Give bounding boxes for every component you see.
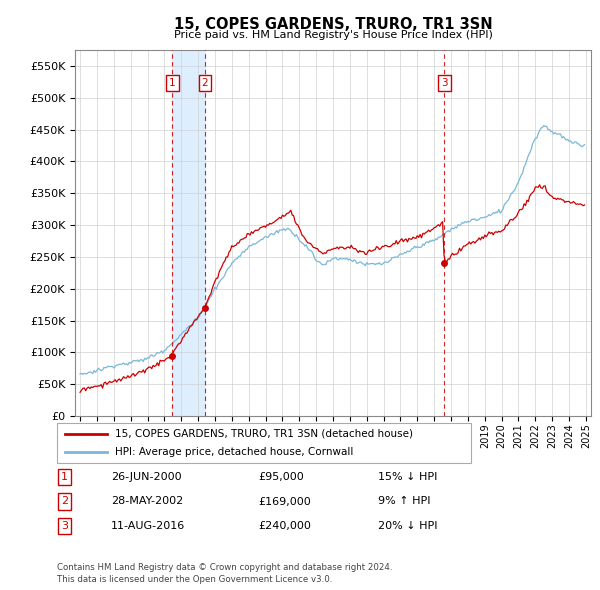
- Text: Price paid vs. HM Land Registry's House Price Index (HPI): Price paid vs. HM Land Registry's House …: [173, 30, 493, 40]
- Text: 15, COPES GARDENS, TRURO, TR1 3SN: 15, COPES GARDENS, TRURO, TR1 3SN: [173, 17, 493, 32]
- Text: 20% ↓ HPI: 20% ↓ HPI: [378, 522, 437, 531]
- Text: 28-MAY-2002: 28-MAY-2002: [111, 497, 183, 506]
- Text: 26-JUN-2000: 26-JUN-2000: [111, 472, 182, 481]
- Text: 15% ↓ HPI: 15% ↓ HPI: [378, 472, 437, 481]
- Text: £95,000: £95,000: [258, 472, 304, 481]
- Text: HPI: Average price, detached house, Cornwall: HPI: Average price, detached house, Corn…: [115, 447, 353, 457]
- Text: £169,000: £169,000: [258, 497, 311, 506]
- Text: Contains HM Land Registry data © Crown copyright and database right 2024.: Contains HM Land Registry data © Crown c…: [57, 563, 392, 572]
- Text: 15, COPES GARDENS, TRURO, TR1 3SN (detached house): 15, COPES GARDENS, TRURO, TR1 3SN (detac…: [115, 429, 413, 439]
- Text: 2: 2: [202, 78, 208, 88]
- Text: 9% ↑ HPI: 9% ↑ HPI: [378, 497, 431, 506]
- Text: This data is licensed under the Open Government Licence v3.0.: This data is licensed under the Open Gov…: [57, 575, 332, 584]
- Text: 1: 1: [169, 78, 176, 88]
- Text: £240,000: £240,000: [258, 522, 311, 531]
- Text: 3: 3: [61, 522, 68, 531]
- FancyBboxPatch shape: [57, 423, 471, 463]
- Text: 3: 3: [441, 78, 448, 88]
- Text: 2: 2: [61, 497, 68, 506]
- Text: 1: 1: [61, 472, 68, 481]
- Text: 11-AUG-2016: 11-AUG-2016: [111, 522, 185, 531]
- Bar: [172, 50, 205, 416]
